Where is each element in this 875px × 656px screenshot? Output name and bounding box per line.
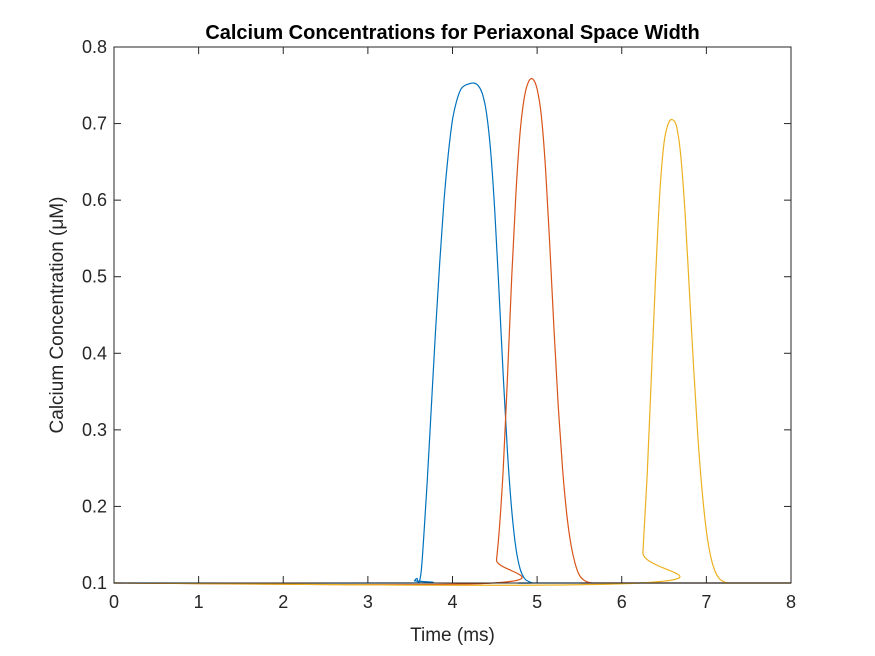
x-axis-label: Time (ms) bbox=[410, 625, 495, 646]
chart-title: Calcium Concentrations for Periaxonal Sp… bbox=[205, 22, 699, 44]
x-tick-label: 0 bbox=[109, 592, 119, 612]
y-tick-label: 0.4 bbox=[82, 343, 107, 363]
x-tick-label: 1 bbox=[194, 592, 204, 612]
series-line-3 bbox=[113, 118, 791, 586]
x-tick-label: 4 bbox=[447, 592, 457, 612]
axes-box bbox=[113, 46, 792, 584]
x-tick-label: 3 bbox=[363, 592, 373, 612]
y-axis-label: Calcium Concentration (μM) bbox=[47, 197, 68, 434]
x-tick-label: 6 bbox=[617, 592, 627, 612]
y-tick-label: 0.7 bbox=[82, 114, 107, 134]
series-line-2 bbox=[113, 77, 791, 586]
y-tick-label: 0.2 bbox=[82, 496, 107, 516]
y-tick-label: 0.5 bbox=[82, 267, 107, 287]
y-tick-label: 0.3 bbox=[82, 420, 107, 440]
data-series bbox=[113, 77, 791, 586]
x-tick-label: 5 bbox=[532, 592, 542, 612]
series-line-1 bbox=[113, 82, 791, 584]
plot-area bbox=[114, 47, 791, 583]
x-tick-label: 7 bbox=[701, 592, 711, 612]
x-tick-label: 2 bbox=[278, 592, 288, 612]
x-tick-label: 8 bbox=[786, 592, 796, 612]
y-tick-label: 0.8 bbox=[82, 37, 107, 57]
y-tick-label: 0.6 bbox=[82, 190, 107, 210]
y-tick-label: 0.1 bbox=[82, 573, 107, 593]
